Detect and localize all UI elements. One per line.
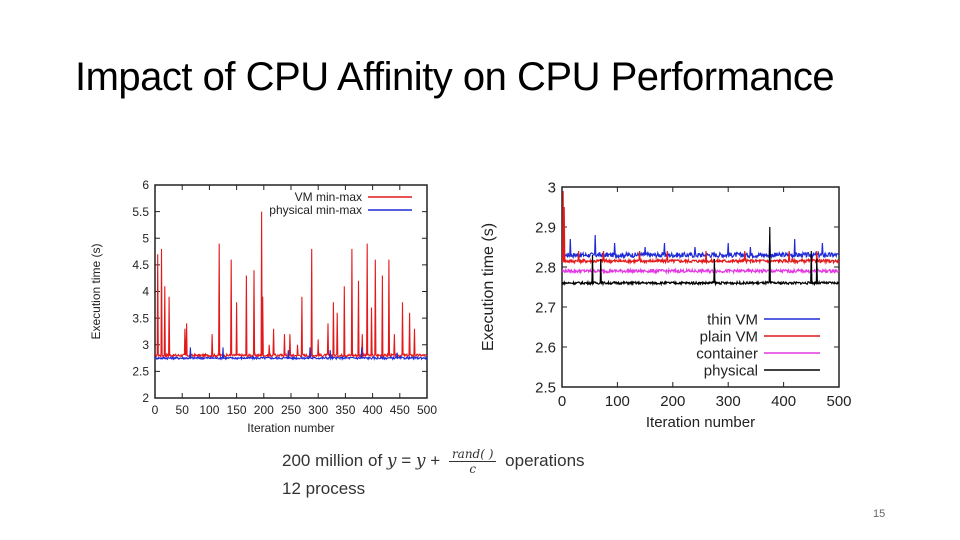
legend-label: thin VM [707, 311, 758, 328]
legend-label: plain VM [700, 328, 758, 345]
formula-y1: y [386, 450, 397, 471]
legend-label: physical [704, 362, 758, 379]
series-line-thin-vm [562, 234, 839, 260]
y-axis-label: Execution time (s) [90, 243, 103, 339]
legend-label: VM min-max [295, 190, 362, 204]
workload-description: 200 million of y = y + rand( ) c operati… [282, 447, 585, 476]
y-tick-label: 3 [548, 179, 556, 196]
y-tick-label: 3.5 [132, 311, 149, 325]
series-line-physical [562, 226, 839, 287]
x-tick-label: 50 [176, 403, 190, 417]
formula-plus: + [430, 450, 441, 470]
x-tick-label: 0 [152, 403, 159, 417]
y-tick-label: 6 [142, 180, 149, 192]
x-tick-label: 200 [660, 393, 685, 410]
x-tick-label: 400 [771, 393, 796, 410]
workload-suffix: operations [505, 450, 585, 470]
y-tick-label: 5.5 [132, 205, 149, 219]
x-tick-label: 150 [227, 403, 247, 417]
y-tick-label: 2.7 [535, 299, 556, 316]
formula-fraction: rand( ) c [448, 447, 497, 476]
y-tick-label: 4.5 [132, 258, 149, 272]
y-tick-label: 2.5 [132, 365, 149, 379]
x-tick-label: 500 [826, 393, 851, 410]
chart-left: 2 2.5 3 3.5 4 4.5 5 5.5 6 0 50 100 150 200 250 300 350 40… [90, 180, 437, 435]
x-tick-label: 350 [335, 403, 355, 417]
formula-equals: = [401, 450, 412, 470]
slide-title: Impact of CPU Affinity on CPU Performanc… [75, 55, 835, 99]
plot-frame [154, 184, 428, 399]
x-tick-label: 500 [417, 403, 437, 417]
y-tick-label: 2 [142, 391, 149, 405]
y-tick-label: 2.9 [535, 219, 556, 236]
series-line-container [562, 267, 839, 275]
y-tick-label: 2.6 [535, 339, 556, 356]
x-tick-label: 100 [199, 403, 219, 417]
x-axis-label: Iteration number [646, 414, 755, 431]
y-tick-label: 5 [142, 231, 149, 245]
y-axis-label: Execution time (s) [480, 223, 497, 351]
x-tick-label: 450 [390, 403, 410, 417]
chart-right: 2.5 2.6 2.7 2.8 2.9 3 0 100 200 300 400 500 Iteratio… [480, 179, 852, 431]
process-count: 12 process [282, 479, 366, 498]
page-number: 15 [873, 508, 886, 520]
formula-denominator: c [469, 462, 477, 476]
series-line-vm-min-max [155, 211, 427, 359]
y-tick-label: 3 [142, 338, 149, 352]
x-axis-label: Iteration number [247, 421, 334, 435]
x-tick-label: 0 [558, 393, 566, 410]
formula-y2: y [415, 450, 426, 471]
legend-label: container [696, 345, 758, 362]
formula-numerator: rand( ) [448, 447, 497, 462]
workload-prefix: 200 million of [282, 450, 383, 470]
y-tick-label: 4 [142, 285, 149, 299]
y-tick-label: 2.8 [535, 259, 556, 276]
x-tick-label: 100 [605, 393, 630, 410]
x-tick-label: 250 [281, 403, 301, 417]
x-tick-label: 300 [716, 393, 741, 410]
series-line-plain-vm [562, 190, 839, 265]
x-tick-label: 400 [363, 403, 383, 417]
y-tick-label: 2.5 [535, 379, 556, 396]
series-line-physical-min-max [155, 347, 427, 361]
x-tick-label: 200 [254, 403, 274, 417]
x-tick-label: 300 [308, 403, 328, 417]
legend-label: physical min-max [269, 203, 362, 217]
